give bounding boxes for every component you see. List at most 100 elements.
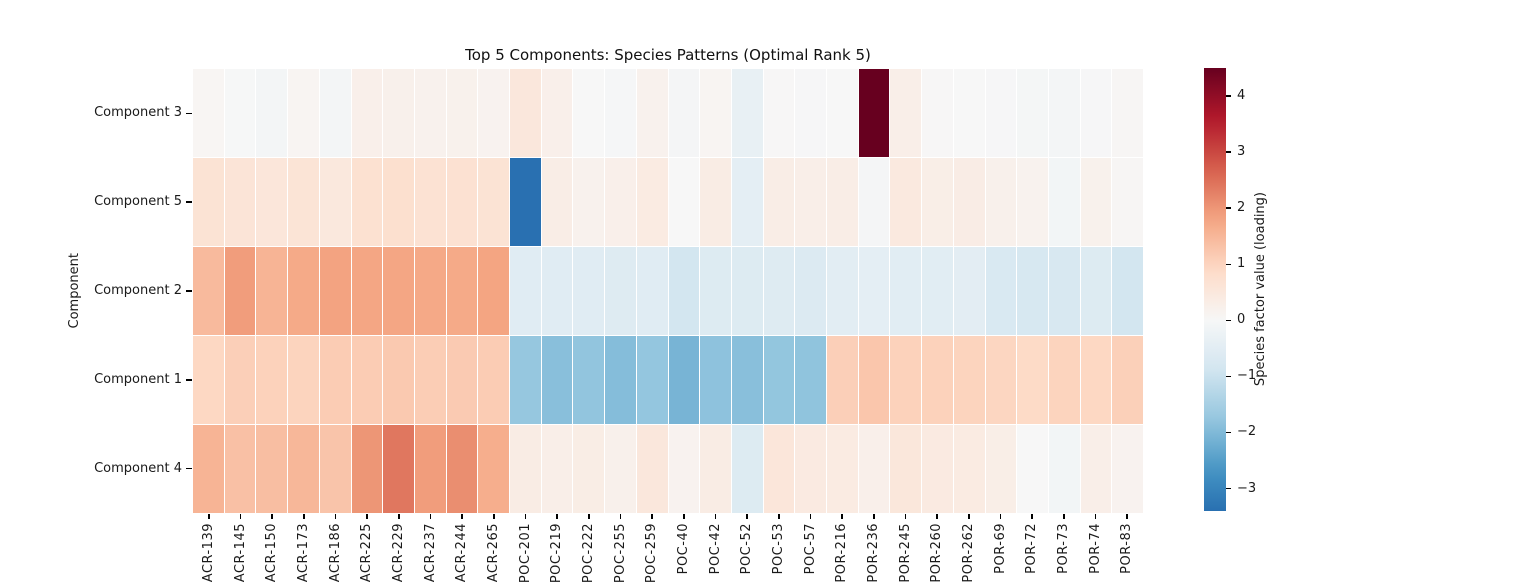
heatmap-cell — [256, 158, 288, 246]
heatmap-cell — [573, 69, 605, 157]
heatmap-cell — [510, 247, 541, 335]
heatmap-cell — [510, 69, 541, 157]
heatmap-cell — [858, 336, 890, 424]
x-tick-label: POR-245 — [897, 523, 913, 583]
heatmap-cell — [319, 425, 351, 513]
heatmap-cell — [1048, 336, 1080, 424]
heatmap-cell — [636, 247, 668, 335]
x-tick-mark — [493, 514, 495, 519]
heatmap-cell — [985, 69, 1017, 157]
heatmap-cell — [1112, 247, 1143, 335]
y-tick-mark — [186, 112, 192, 115]
x-tick-mark — [841, 514, 843, 519]
x-tick-mark — [904, 514, 907, 519]
heatmap-cell — [573, 247, 605, 335]
heatmap-cell — [827, 158, 858, 246]
heatmap-cell — [510, 336, 541, 424]
heatmap-cell — [414, 69, 446, 157]
heatmap-cell — [795, 69, 826, 157]
y-tick-label: Component 5 — [94, 194, 182, 210]
x-tick-label: ACR-150 — [264, 523, 280, 583]
colorbar-tick-label: 0 — [1237, 312, 1246, 328]
heatmap-cell — [414, 158, 446, 246]
x-tick-mark — [809, 514, 812, 519]
colorbar-tick-mark — [1226, 207, 1231, 209]
heatmap-cell — [636, 425, 668, 513]
heatmap-cell — [1080, 425, 1112, 513]
colorbar-tick-label: 1 — [1237, 256, 1246, 272]
x-tick-mark — [588, 514, 590, 519]
x-tick-label: ACR-225 — [359, 523, 375, 583]
x-tick-mark — [1063, 514, 1065, 519]
heatmap-cell — [1112, 336, 1143, 424]
x-tick-label: POR-216 — [834, 523, 850, 583]
heatmap-cell — [224, 425, 256, 513]
x-tick-mark — [999, 514, 1002, 519]
heatmap-cell — [541, 425, 573, 513]
heatmap-cell — [478, 247, 509, 335]
x-tick-mark — [429, 514, 432, 519]
colorbar-tick-mark — [1226, 95, 1231, 97]
heatmap-cell — [700, 336, 731, 424]
heatmap-cell — [1080, 247, 1112, 335]
heatmap-cell — [288, 425, 319, 513]
x-tick-label: POC-40 — [675, 523, 691, 575]
x-tick-label: POC-42 — [707, 523, 723, 575]
heatmap-cell — [256, 425, 288, 513]
heatmap-grid — [193, 69, 1143, 513]
heatmap-cell — [763, 247, 795, 335]
heatmap-cell — [605, 69, 636, 157]
x-tick-label: ACR-244 — [454, 523, 470, 583]
heatmap-cell — [319, 158, 351, 246]
heatmap-cell — [224, 69, 256, 157]
heatmap-cell — [1017, 69, 1048, 157]
heatmap-cell — [383, 425, 414, 513]
heatmap-cell — [193, 158, 224, 246]
heatmap-cell — [700, 158, 731, 246]
heatmap-cell — [668, 158, 700, 246]
x-tick-mark — [1094, 514, 1097, 519]
x-tick-label: POR-262 — [960, 523, 976, 583]
x-tick-label: ACR-186 — [327, 523, 343, 583]
y-tick-label: Component 3 — [94, 105, 182, 121]
heatmap-cell — [414, 425, 446, 513]
x-tick-label: POR-74 — [1087, 523, 1103, 574]
x-tick-label: ACR-139 — [200, 523, 216, 583]
heatmap-cell — [953, 336, 985, 424]
x-tick-label: POR-72 — [1024, 523, 1040, 574]
heatmap-cell — [795, 336, 826, 424]
heatmap-cell — [573, 336, 605, 424]
heatmap-cell — [1112, 158, 1143, 246]
x-tick-mark — [746, 514, 748, 519]
x-tick-mark — [303, 514, 305, 519]
heatmap-cell — [922, 247, 953, 335]
heatmap-cell — [478, 336, 509, 424]
colorbar-tick-label: 4 — [1237, 88, 1246, 104]
x-tick-label: POR-260 — [929, 523, 945, 583]
heatmap-cell — [573, 425, 605, 513]
x-tick-mark — [714, 514, 717, 519]
heatmap-cell — [510, 425, 541, 513]
x-tick-mark — [366, 514, 368, 519]
heatmap-cell — [1017, 158, 1048, 246]
heatmap-cell — [383, 158, 414, 246]
heatmap-cell — [763, 336, 795, 424]
heatmap-cell — [922, 425, 953, 513]
heatmap-cell — [478, 425, 509, 513]
y-tick-mark — [186, 290, 192, 292]
colorbar-tick-label: −3 — [1237, 480, 1257, 496]
x-tick-mark — [461, 514, 463, 519]
colorbar-tick-mark — [1226, 375, 1231, 378]
heatmap-cell — [1112, 69, 1143, 157]
heatmap-cell — [541, 247, 573, 335]
heatmap-cell — [446, 247, 478, 335]
heatmap-cell — [478, 69, 509, 157]
y-tick-mark — [186, 467, 192, 470]
heatmap-cell — [636, 158, 668, 246]
heatmap-cell — [605, 425, 636, 513]
colorbar-tick-label: −2 — [1237, 424, 1257, 440]
x-tick-mark — [556, 514, 558, 519]
x-tick-mark — [398, 514, 400, 519]
x-tick-mark — [778, 514, 780, 519]
